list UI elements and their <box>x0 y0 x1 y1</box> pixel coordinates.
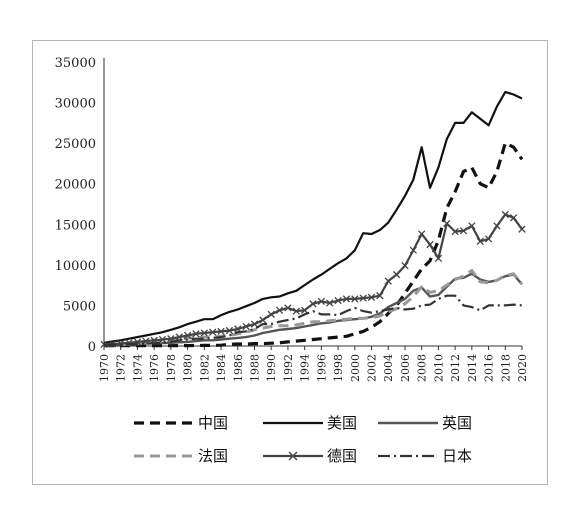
series-marker <box>509 214 518 222</box>
x-tick-label: 2012 <box>449 354 462 382</box>
legend-label: 中国 <box>198 414 228 432</box>
x-tick-label: 2016 <box>483 354 496 382</box>
x-tick-label: 2020 <box>516 354 529 382</box>
x-tick-label: 1972 <box>115 354 128 382</box>
series-line-6 <box>103 294 523 347</box>
series-marker <box>326 299 334 307</box>
legend-item: 法国 <box>134 447 228 465</box>
series-marker <box>242 322 250 331</box>
x-tick-label: 1988 <box>248 354 261 382</box>
series-marker <box>367 293 376 301</box>
x-tick-label: 1976 <box>148 354 161 382</box>
series-marker <box>359 294 367 302</box>
x-tick-label: 2006 <box>399 354 412 382</box>
series-marker <box>384 277 392 285</box>
series-marker <box>459 227 468 235</box>
chart-frame <box>32 40 548 485</box>
series-marker <box>250 320 259 328</box>
series-marker <box>209 328 217 336</box>
series-marker <box>342 295 351 303</box>
x-tick-label: 2010 <box>432 354 445 382</box>
x-tick-label: 2002 <box>366 354 379 382</box>
series-marker <box>409 246 417 254</box>
series-marker <box>192 330 200 338</box>
x-tick-label: 1974 <box>131 354 144 382</box>
y-tick-label: 10000 <box>55 259 96 274</box>
series-marker <box>376 292 384 300</box>
series-line-1 <box>104 141 524 348</box>
series-line-2 <box>103 90 523 344</box>
x-tick-label: 1984 <box>215 354 228 382</box>
x-tick-label: 2008 <box>416 354 429 382</box>
series-marker <box>493 222 501 230</box>
legend-item: 德国 <box>263 447 357 465</box>
series-marker <box>434 254 443 263</box>
series-marker <box>200 329 208 337</box>
x-tick-label: 2000 <box>349 354 362 382</box>
y-axis-ticks: 0 5000 10000 15000 20000 25000 30000 35000 <box>55 56 96 355</box>
x-tick-label: 1970 <box>98 354 111 382</box>
y-tick-label: 5000 <box>63 299 96 314</box>
x-tick-label: 1978 <box>165 354 178 382</box>
series-marker <box>418 230 426 238</box>
legend-label: 英国 <box>442 414 472 432</box>
series-marker <box>476 237 484 245</box>
x-axis-ticks: 1970 1972 1974 1976 1978 1980 1982 1984 1986 1988… <box>98 346 529 382</box>
legend-item: 美国 <box>263 414 357 432</box>
series-layer <box>100 90 526 349</box>
series-marker <box>183 331 192 340</box>
x-tick-label: 2018 <box>499 354 512 382</box>
series-marker <box>117 339 125 348</box>
x-tick-label: 1986 <box>232 354 245 382</box>
series-line-4 <box>103 269 524 347</box>
series-marker <box>292 307 300 315</box>
series-marker <box>484 235 493 243</box>
y-tick-label: 0 <box>88 340 96 355</box>
series-marker <box>351 295 359 303</box>
legend-label: 德国 <box>327 447 357 465</box>
legend-item: 英国 <box>378 414 472 432</box>
series-marker <box>317 297 326 306</box>
series-line-3 <box>103 272 523 347</box>
y-tick-label: 20000 <box>55 178 96 193</box>
series-marker <box>451 227 459 236</box>
x-tick-label: 1996 <box>315 354 328 382</box>
series-marker <box>217 327 225 336</box>
series-marker <box>225 326 234 335</box>
series-marker <box>501 210 509 219</box>
x-tick-label: 1980 <box>182 354 195 382</box>
y-tick-label: 30000 <box>55 97 96 112</box>
x-tick-label: 1990 <box>265 354 278 382</box>
legend-label: 日本 <box>442 447 472 465</box>
series-marker <box>334 296 342 305</box>
series-marker <box>309 300 317 308</box>
legend-item: 日本 <box>378 447 472 465</box>
y-tick-label: 15000 <box>55 218 96 233</box>
series-marker <box>468 222 476 230</box>
series-marker <box>426 240 434 249</box>
y-tick-label: 25000 <box>55 137 96 152</box>
x-tick-label: 1982 <box>198 354 211 382</box>
legend-label: 美国 <box>327 414 357 432</box>
legend-item: 中国 <box>134 414 228 432</box>
legend-label: 法国 <box>198 447 228 465</box>
series-marker <box>259 316 267 324</box>
series-marker <box>275 306 284 314</box>
series-marker <box>401 262 409 270</box>
series-marker <box>443 219 451 228</box>
x-tick-label: 2004 <box>382 354 395 382</box>
y-tick-label: 35000 <box>55 56 96 71</box>
series-marker <box>392 270 401 279</box>
x-tick-label: 1992 <box>282 354 295 382</box>
series-marker <box>284 304 292 312</box>
x-tick-label: 1998 <box>332 354 345 382</box>
x-tick-label: 2014 <box>466 354 479 382</box>
series-marker <box>267 310 275 319</box>
x-tick-label: 1994 <box>299 354 312 382</box>
series-marker <box>518 225 526 233</box>
